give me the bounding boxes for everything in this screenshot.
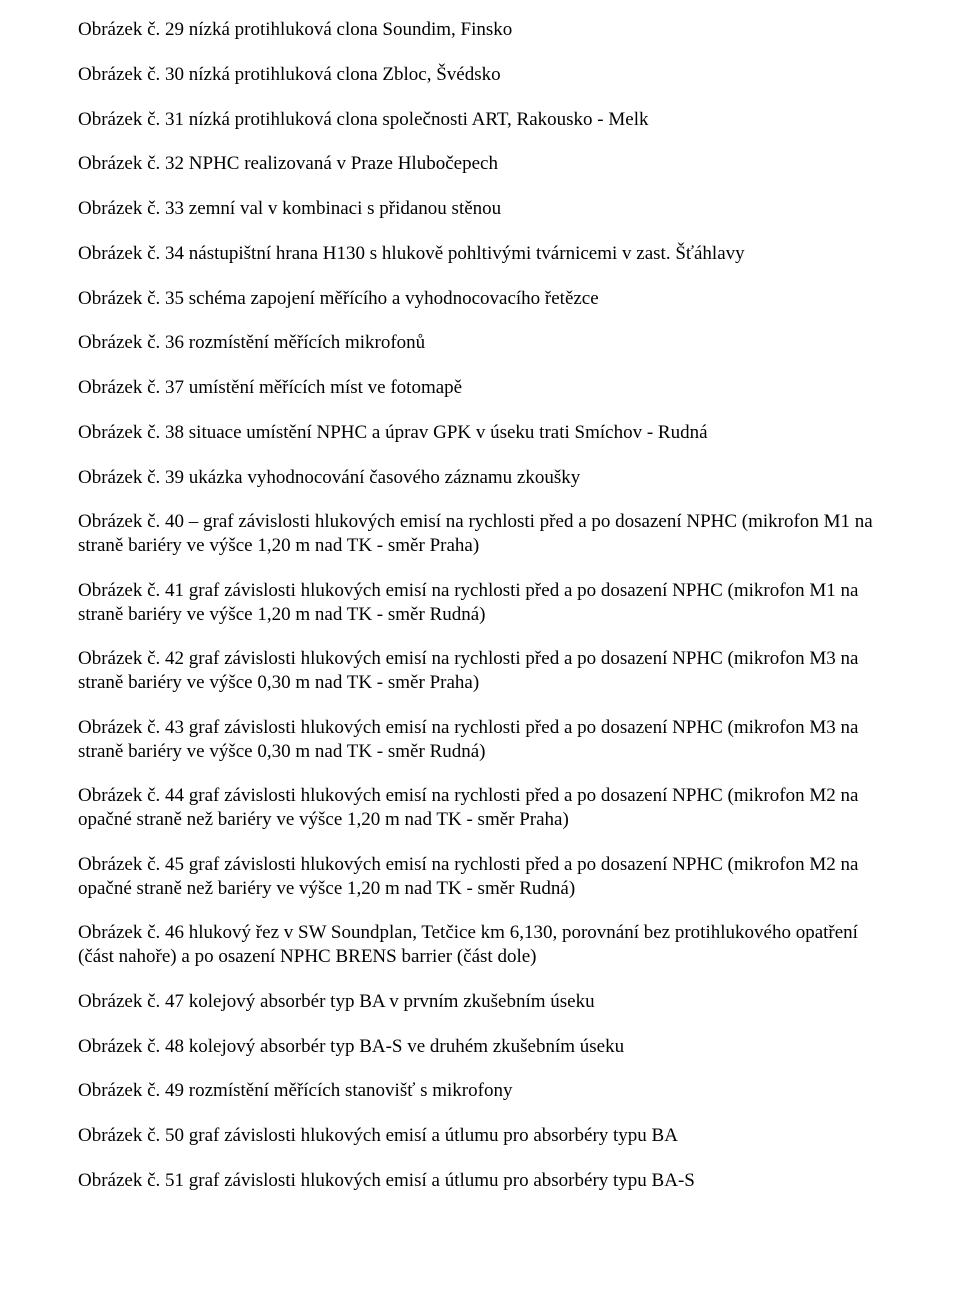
list-item: Obrázek č. 43 graf závislosti hlukových … <box>78 716 882 764</box>
list-item: Obrázek č. 32 NPHC realizovaná v Praze H… <box>78 152 882 176</box>
list-item: Obrázek č. 46 hlukový řez v SW Soundplan… <box>78 921 882 969</box>
figure-list: Obrázek č. 29 nízká protihluková clona S… <box>78 18 882 1193</box>
list-item: Obrázek č. 48 kolejový absorbér typ BA-S… <box>78 1035 882 1059</box>
list-item: Obrázek č. 36 rozmístění měřících mikrof… <box>78 331 882 355</box>
list-item: Obrázek č. 35 schéma zapojení měřícího a… <box>78 287 882 311</box>
list-item: Obrázek č. 37 umístění měřících míst ve … <box>78 376 882 400</box>
list-item: Obrázek č. 38 situace umístění NPHC a úp… <box>78 421 882 445</box>
list-item: Obrázek č. 49 rozmístění měřících stanov… <box>78 1079 882 1103</box>
list-item: Obrázek č. 44 graf závislosti hlukových … <box>78 784 882 832</box>
list-item: Obrázek č. 42 graf závislosti hlukových … <box>78 647 882 695</box>
list-item: Obrázek č. 51 graf závislosti hlukových … <box>78 1169 882 1193</box>
list-item: Obrázek č. 41 graf závislosti hlukových … <box>78 579 882 627</box>
list-item: Obrázek č. 31 nízká protihluková clona s… <box>78 108 882 132</box>
list-item: Obrázek č. 29 nízká protihluková clona S… <box>78 18 882 42</box>
list-item: Obrázek č. 39 ukázka vyhodnocování časov… <box>78 466 882 490</box>
list-item: Obrázek č. 50 graf závislosti hlukových … <box>78 1124 882 1148</box>
list-item: Obrázek č. 45 graf závislosti hlukových … <box>78 853 882 901</box>
list-item: Obrázek č. 34 nástupištní hrana H130 s h… <box>78 242 882 266</box>
list-item: Obrázek č. 33 zemní val v kombinaci s př… <box>78 197 882 221</box>
list-item: Obrázek č. 30 nízká protihluková clona Z… <box>78 63 882 87</box>
list-item: Obrázek č. 47 kolejový absorbér typ BA v… <box>78 990 882 1014</box>
list-item: Obrázek č. 40 – graf závislosti hlukovýc… <box>78 510 882 558</box>
